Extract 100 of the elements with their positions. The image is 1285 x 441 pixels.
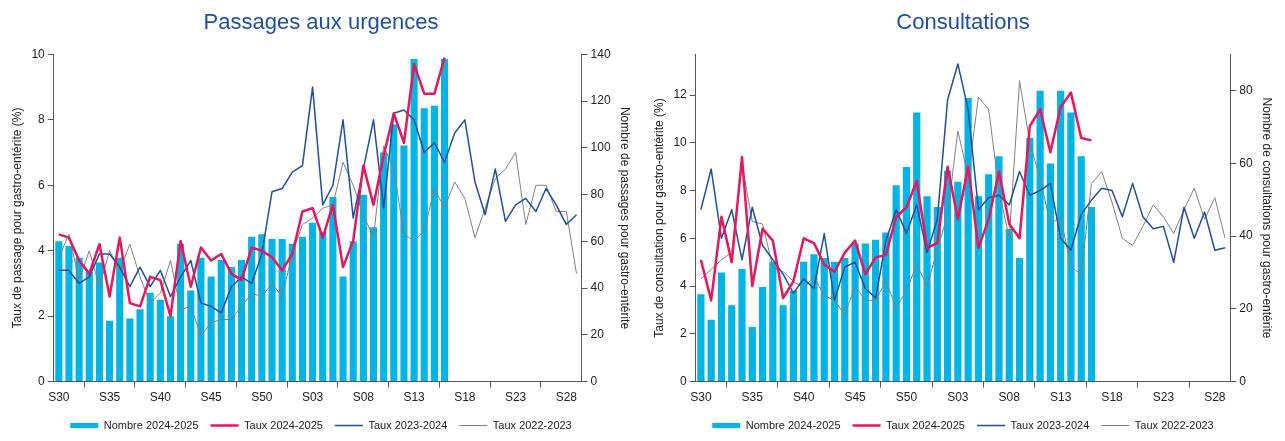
bar xyxy=(339,276,347,382)
y2-tick-label: 120 xyxy=(590,93,611,108)
bar xyxy=(440,59,449,382)
x-tick-label: S03 xyxy=(301,390,324,405)
bar xyxy=(85,271,93,382)
bar xyxy=(380,152,388,382)
bar xyxy=(913,112,921,382)
y-tick-label: 2 xyxy=(38,308,46,323)
y-tick-label: 8 xyxy=(38,112,46,127)
y2-axis-title: Nombre de consultations pour gastro-entérite xyxy=(1260,97,1275,339)
y2-tick-label: 20 xyxy=(1239,301,1253,316)
bar xyxy=(810,254,818,382)
x-tick-label: S50 xyxy=(251,390,273,405)
y-tick-label: 10 xyxy=(673,135,688,150)
bar xyxy=(820,257,828,382)
legend-label: Taux 2022-2023 xyxy=(1134,418,1214,431)
y2-tick-label: 80 xyxy=(590,186,605,201)
bar xyxy=(55,241,63,382)
legend-label: Taux 2023-2024 xyxy=(368,418,448,431)
bar xyxy=(789,290,797,382)
bar xyxy=(748,327,756,382)
bar xyxy=(95,262,103,382)
bar xyxy=(1057,90,1065,382)
chart-title: Passages aux urgences xyxy=(203,9,439,35)
bar xyxy=(851,243,859,382)
bar xyxy=(136,309,144,382)
bar xyxy=(758,287,767,382)
bar xyxy=(146,292,154,382)
bar xyxy=(116,257,124,382)
bar xyxy=(217,260,225,382)
bar xyxy=(400,145,408,382)
x-tick-label: S30 xyxy=(48,390,70,405)
y-tick-label: 8 xyxy=(680,182,688,197)
x-tick-label: S18 xyxy=(1101,390,1124,405)
x-tick-label: S03 xyxy=(947,390,969,405)
bar xyxy=(1087,207,1096,382)
y-tick-label: 0 xyxy=(680,373,688,388)
x-tick-label: S08 xyxy=(998,390,1021,405)
bar xyxy=(288,243,296,382)
bar xyxy=(1026,138,1034,382)
bar xyxy=(1005,228,1013,382)
bar xyxy=(156,299,164,382)
bar xyxy=(1015,257,1024,382)
bar xyxy=(278,239,286,382)
bar xyxy=(126,318,134,382)
x-tick-label: S23 xyxy=(1152,390,1175,405)
y2-tick-label: 100 xyxy=(590,140,611,155)
bar xyxy=(106,320,114,382)
x-tick-label: S28 xyxy=(1204,390,1226,405)
bar xyxy=(268,239,276,382)
bar xyxy=(349,241,357,382)
y2-tick-label: 0 xyxy=(590,373,598,388)
bar xyxy=(420,108,428,382)
bar xyxy=(728,305,736,382)
x-tick-label: S13 xyxy=(403,390,426,405)
bar xyxy=(872,239,880,382)
x-tick-label: S13 xyxy=(1049,390,1072,405)
bar xyxy=(369,227,378,382)
bar xyxy=(800,261,808,382)
bar xyxy=(319,232,327,382)
x-tick-label: S08 xyxy=(352,390,375,405)
y2-axis-title: Nombre de passages pour gastro-entérite xyxy=(618,106,633,330)
bar xyxy=(902,167,911,382)
bar xyxy=(717,272,726,382)
y2-tick-label: 40 xyxy=(590,280,605,295)
legend-label: Taux 2024-2025 xyxy=(244,418,323,431)
bar xyxy=(697,294,705,382)
legend-label: Taux 2022-2023 xyxy=(492,418,572,431)
y2-tick-label: 40 xyxy=(1239,228,1253,243)
y-axis-title: Taux de passage pour gastro-entérite (%) xyxy=(9,107,24,329)
x-tick-label: S50 xyxy=(895,390,918,405)
y2-tick-label: 80 xyxy=(1239,83,1253,98)
y2-tick-label: 140 xyxy=(590,46,611,61)
legend-label: Nombre 2024-2025 xyxy=(103,418,199,431)
x-tick-label: S18 xyxy=(454,390,476,405)
y2-tick-label: 60 xyxy=(1239,155,1253,170)
legend-label: Taux 2023-2024 xyxy=(1010,418,1090,431)
x-tick-label: S40 xyxy=(149,390,172,405)
bar xyxy=(985,174,993,382)
y-tick-label: 4 xyxy=(38,243,46,258)
bar xyxy=(187,290,195,382)
x-tick-label: S35 xyxy=(741,390,764,405)
bar xyxy=(1067,112,1075,382)
y-tick-label: 4 xyxy=(680,278,688,293)
y-tick-label: 12 xyxy=(673,87,688,102)
bar xyxy=(841,257,849,382)
bar xyxy=(430,105,438,382)
x-tick-label: S45 xyxy=(200,390,223,405)
bar xyxy=(923,196,931,382)
bar xyxy=(1077,156,1085,382)
bar xyxy=(1036,90,1044,382)
bar xyxy=(954,181,962,382)
y-axis-title: Taux de consultation pour gastro-entérite (%) xyxy=(651,98,666,338)
bar xyxy=(359,194,367,382)
bar xyxy=(65,246,73,382)
bar xyxy=(166,316,175,382)
bar xyxy=(769,261,777,382)
bar xyxy=(410,59,418,382)
bar xyxy=(207,276,215,382)
y-tick-label: 10 xyxy=(31,46,46,61)
